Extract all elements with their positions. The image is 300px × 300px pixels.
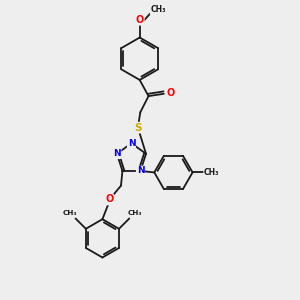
Text: O: O [105, 194, 113, 205]
Text: N: N [113, 149, 121, 158]
Text: O: O [166, 88, 174, 98]
Text: N: N [136, 167, 144, 176]
Text: CH₃: CH₃ [128, 211, 142, 217]
Text: CH₃: CH₃ [62, 211, 77, 217]
Text: CH₃: CH₃ [151, 5, 166, 14]
Text: S: S [134, 123, 142, 133]
Text: O: O [136, 15, 144, 25]
Text: CH₃: CH₃ [204, 168, 220, 177]
Text: N: N [128, 139, 135, 148]
